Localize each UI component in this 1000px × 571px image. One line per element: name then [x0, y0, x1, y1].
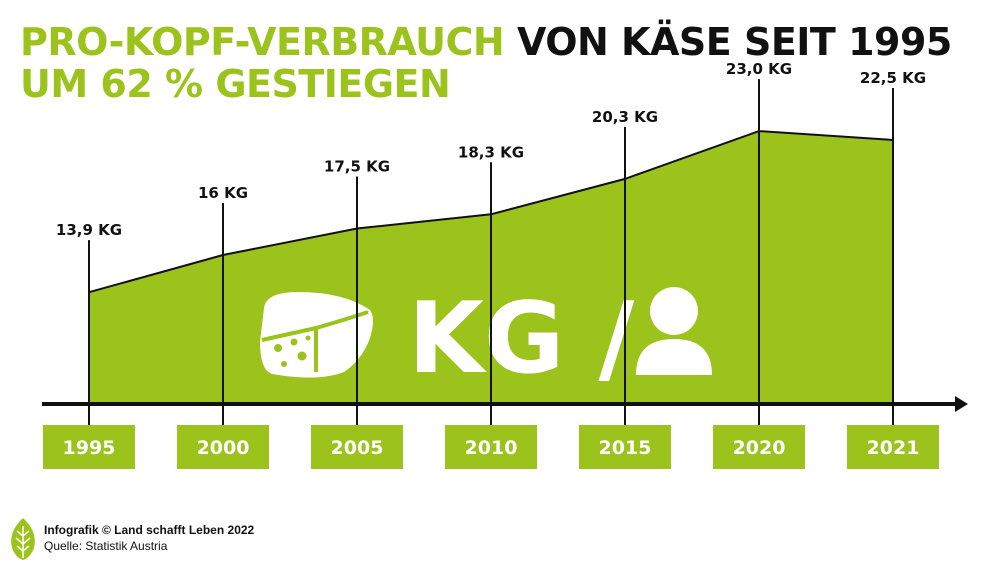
value-label-2021: 22,5 KG: [860, 69, 926, 87]
person-icon: [636, 287, 712, 375]
value-label-1995: 13,9 KG: [56, 221, 122, 239]
year-box-2000: [177, 425, 269, 469]
x-tick-label-2000: 2000: [197, 437, 250, 459]
value-label-2020: 23,0 KG: [726, 60, 792, 78]
title-line2: UM 62 % GESTIEGEN: [20, 61, 451, 106]
unit-overlay-text: KG /: [408, 282, 634, 396]
value-label-2015: 20,3 KG: [592, 108, 658, 126]
value-label-2005: 17,5 KG: [324, 157, 390, 175]
value-label-2000: 16 KG: [198, 184, 248, 202]
cheese-icon: [260, 292, 373, 378]
year-box-2020: [713, 425, 805, 469]
title-main: VON KÄSE SEIT 1995: [516, 20, 952, 64]
footer: Infografik © Land schafft Leben 2022 Que…: [44, 522, 254, 554]
x-axis-arrow: [955, 396, 968, 412]
title-highlight: PRO-KOPF-VERBRAUCH: [20, 20, 505, 64]
x-tick-label-2020: 2020: [733, 437, 786, 459]
leaf-logo-icon: [11, 518, 35, 560]
year-box-2015: [579, 425, 671, 469]
footer-source: Quelle: Statistik Austria: [44, 539, 168, 553]
year-box-2005: [311, 425, 403, 469]
footer-credit: Infografik © Land schafft Leben 2022: [44, 523, 255, 537]
x-tick-label-2015: 2015: [599, 437, 652, 459]
area-chart: KG / 13,9 KG 1995 16 KG 2000 17,5 KG 2005 18,3…: [42, 60, 968, 469]
value-label-2010: 18,3 KG: [458, 143, 524, 161]
year-box-2010: [445, 425, 537, 469]
year-box-1995: [43, 425, 135, 469]
x-tick-label-2010: 2010: [465, 437, 518, 459]
chart-title: PRO-KOPF-VERBRAUCH VON KÄSE SEIT 1995 UM…: [20, 20, 952, 106]
x-tick-label-2005: 2005: [331, 437, 384, 459]
x-tick-label-2021: 2021: [867, 437, 920, 459]
x-tick-label-1995: 1995: [63, 437, 116, 459]
year-box-2021: [847, 425, 939, 469]
